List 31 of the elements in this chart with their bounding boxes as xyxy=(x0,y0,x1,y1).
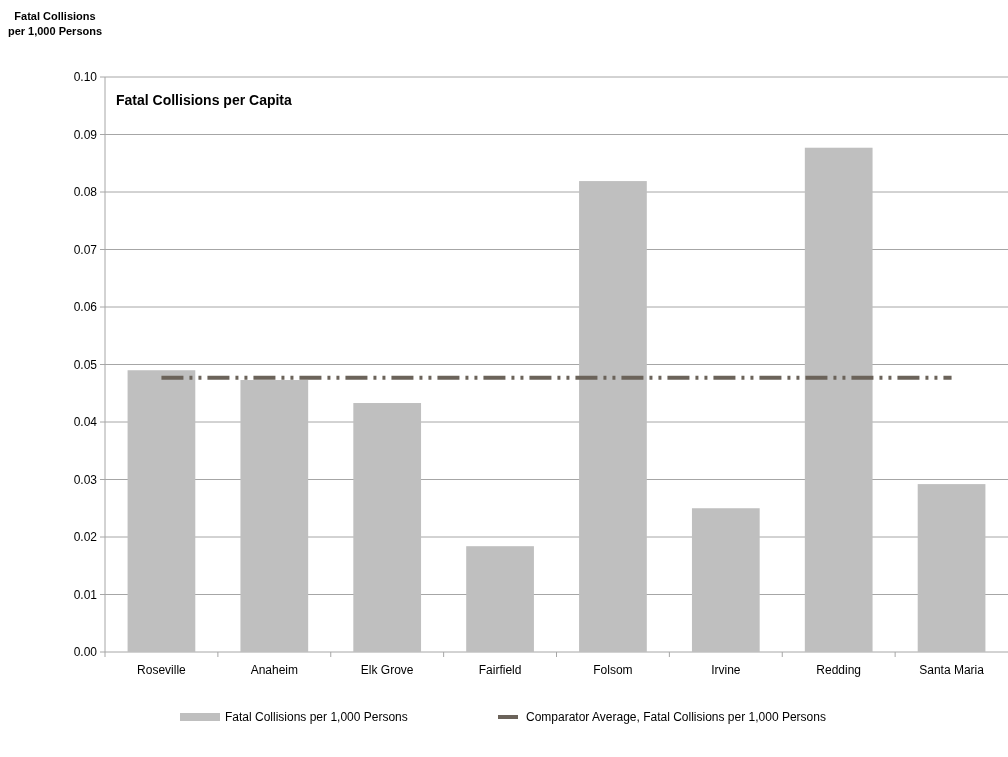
y-tick-label: 0.10 xyxy=(73,70,98,85)
x-tick-label: Redding xyxy=(816,663,862,677)
x-tick-label: Irvine xyxy=(711,663,741,677)
x-tick-label: Santa Maria xyxy=(919,663,985,677)
y-tick-label: 0.00 xyxy=(73,645,98,660)
y-tick-label: 0.08 xyxy=(73,185,98,200)
y-tick-label: 0.04 xyxy=(73,415,98,430)
bar xyxy=(804,147,873,652)
bar xyxy=(917,484,986,652)
legend-label: Comparator Average, Fatal Collisions per 1,000 Persons xyxy=(526,710,826,725)
x-tick-label: Anaheim xyxy=(250,663,298,677)
text: Fatal Collisions per Capita xyxy=(116,92,293,108)
y-tick-label: 0.01 xyxy=(73,587,98,602)
bar xyxy=(127,370,196,652)
bar xyxy=(579,181,647,652)
y-tick-label: 0.02 xyxy=(73,530,98,545)
y-axis-title: Fatal Collisions per 1,000 Persons xyxy=(7,10,103,37)
y-tick-label: 0.03 xyxy=(73,472,98,487)
x-tick-label: Fairfield xyxy=(478,663,522,677)
legend-label: Fatal Collisions per 1,000 Persons xyxy=(225,710,408,725)
x-tick-label: Roseville xyxy=(137,663,187,677)
y-tick-label: 0.06 xyxy=(73,300,98,315)
x-tick-label: Folsom xyxy=(593,663,633,677)
y-tick-label: 0.07 xyxy=(73,242,98,257)
bar xyxy=(240,380,309,652)
y-tick-label: 0.05 xyxy=(73,357,98,372)
x-tick-label: Elk Grove xyxy=(360,663,414,677)
y-tick-label: 0.09 xyxy=(73,127,98,142)
bar xyxy=(353,403,422,652)
bar xyxy=(466,546,534,652)
bar xyxy=(691,508,760,652)
